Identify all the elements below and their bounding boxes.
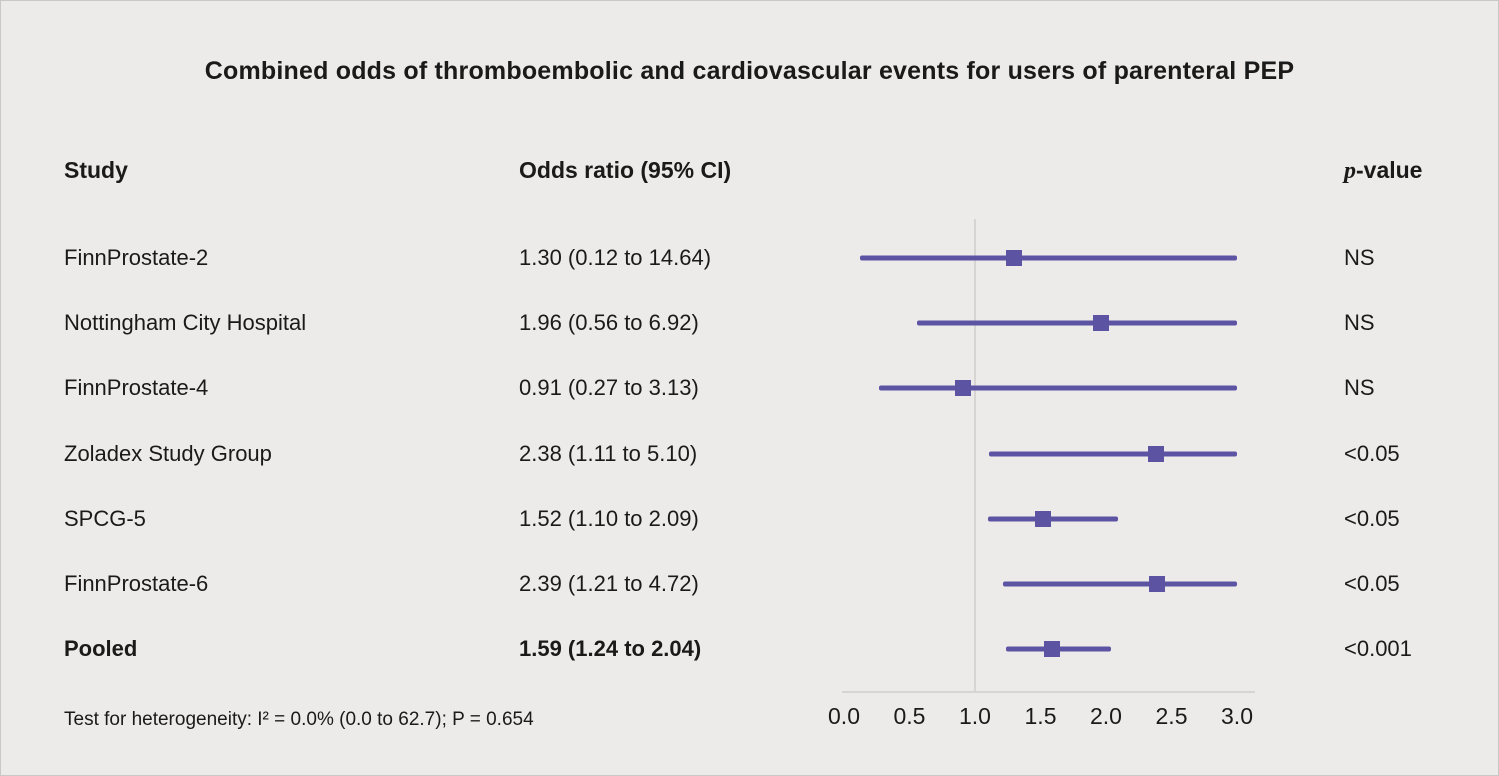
study-label: FinnProstate-4 [64,375,209,401]
x-axis-line [842,691,1255,693]
estimate-marker [1092,314,1109,331]
estimate-marker [1147,445,1164,462]
forest-row: SPCG-5 1.52 (1.10 to 2.09) <0.05 [1,486,1498,551]
forest-row: FinnProstate-4 0.91 (0.27 to 3.13) NS [1,356,1498,421]
p-value-suffix: -value [1356,157,1423,183]
forest-row: Pooled 1.59 (1.24 to 2.04) <0.001 [1,617,1498,682]
p-value: <0.05 [1344,505,1400,531]
estimate-marker [1149,576,1166,593]
rows: FinnProstate-2 1.30 (0.12 to 14.64) NS N… [1,225,1498,682]
x-axis-ticks: 0.0 0.5 1.0 1.5 2.0 2.5 3.0 [828,703,1253,735]
x-tick-label: 0.5 [893,703,926,729]
forest-row: FinnProstate-6 2.39 (1.21 to 4.72) <0.05 [1,551,1498,616]
ci-line [859,255,1237,261]
plot-cell [844,356,1237,421]
col-header-p-value: p-value [1344,157,1422,185]
study-label: Pooled [64,636,138,662]
estimate-marker [1006,249,1023,266]
p-value: NS [1344,244,1375,270]
ci-line [879,385,1237,391]
or-label: 1.59 (1.24 to 2.04) [519,636,702,662]
plot-cell [844,551,1237,616]
col-header-odds-ratio: Odds ratio (95% CI) [519,157,732,183]
or-label: 1.30 (0.12 to 14.64) [519,244,712,270]
estimate-marker [1035,510,1052,527]
x-tick-label: 1.0 [958,703,991,729]
study-label: Zoladex Study Group [64,440,272,466]
plot-cell [844,421,1237,486]
or-label: 2.38 (1.11 to 5.10) [519,440,698,466]
reference-line [973,219,976,691]
x-tick-label: 3.0 [1221,703,1253,729]
plot-cell [844,225,1237,290]
plot-cell [844,486,1237,551]
p-value: <0.001 [1344,636,1412,662]
plot-cell [844,290,1237,355]
p-value: NS [1344,309,1375,335]
ci-line [917,320,1237,326]
forest-row: FinnProstate-2 1.30 (0.12 to 14.64) NS [1,225,1498,290]
forest-row: Zoladex Study Group 2.38 (1.11 to 5.10) … [1,421,1498,486]
plot-column [842,219,1255,693]
forest-row: Nottingham City Hospital 1.96 (0.56 to 6… [1,290,1498,355]
or-label: 1.96 (0.56 to 6.92) [519,309,699,335]
or-label: 0.91 (0.27 to 3.13) [519,375,699,401]
or-label: 1.52 (1.10 to 2.09) [519,505,699,531]
p-value: <0.05 [1344,571,1400,597]
or-label: 2.39 (1.21 to 4.72) [519,571,699,597]
x-tick-label: 2.0 [1089,703,1122,729]
p-value-italic-p: p [1344,158,1356,184]
ci-line [989,451,1237,457]
study-label: Nottingham City Hospital [64,309,307,335]
study-label: FinnProstate-2 [64,244,209,270]
chart-title: Combined odds of thromboembolic and card… [204,57,1295,85]
heterogeneity-note: Test for heterogeneity: I² = 0.0% (0.0 t… [64,709,534,730]
col-header-study: Study [64,157,128,183]
study-label: FinnProstate-6 [64,571,209,597]
p-value: <0.05 [1344,440,1400,466]
estimate-marker [955,380,972,397]
estimate-marker [1044,641,1061,658]
x-tick-label: 1.5 [1024,703,1057,729]
ci-line [1002,581,1237,587]
ci-line [988,516,1118,522]
x-tick-label: 0.0 [828,703,860,729]
study-label: SPCG-5 [64,505,146,531]
p-value: NS [1344,375,1375,401]
plot-cell [844,617,1237,682]
x-tick-label: 2.5 [1155,703,1188,729]
